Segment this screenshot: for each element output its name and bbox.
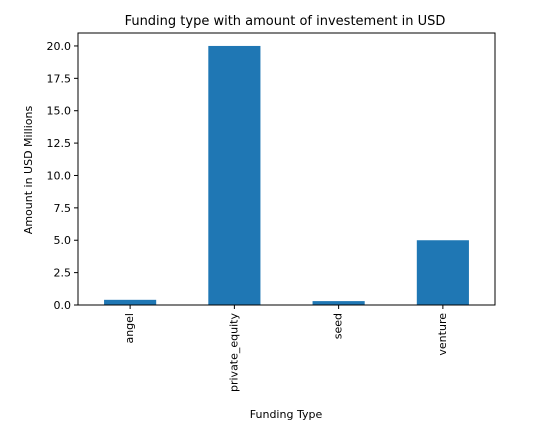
y-axis-label: Amount in USD Millions [22,106,35,235]
bar-seed [312,301,365,305]
x-tick-label: private_equity [227,313,240,392]
bar-private-equity [208,45,261,305]
y-tick-label: 7.5 [54,202,72,215]
x-tick-label: venture [436,313,449,356]
x-tick-label: angel [123,313,136,344]
bar-venture [416,240,469,305]
y-tick-label: 17.5 [47,72,72,85]
y-tick-label: 15.0 [47,105,72,118]
y-tick-label: 2.5 [54,267,72,280]
plot-frame [77,32,496,306]
bars-group [104,45,469,305]
x-tick-label: seed [332,313,345,339]
y-tick-label: 0.0 [54,299,72,312]
x-axis: angel private_equity seed venture [123,305,449,392]
y-tick-label: 5.0 [54,234,72,247]
x-axis-label: Funding Type [250,408,323,421]
y-axis: 0.0 2.5 5.0 7.5 10.0 12.5 15.0 17.5 20.0 [47,40,78,312]
bar-angel [104,299,157,305]
chart-title: Funding type with amount of investement … [125,14,446,29]
y-tick-label: 10.0 [47,169,72,182]
y-tick-label: 12.5 [47,137,72,150]
y-tick-label: 20.0 [47,40,72,53]
